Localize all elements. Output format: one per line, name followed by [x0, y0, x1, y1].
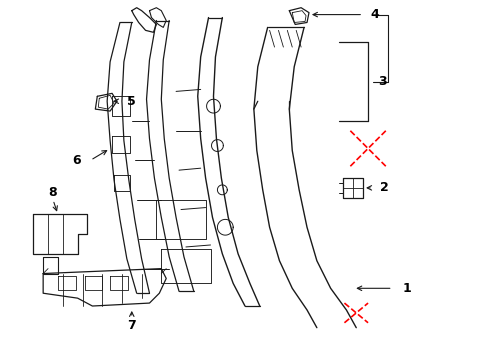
- Text: 6: 6: [72, 154, 81, 167]
- Text: 5: 5: [126, 95, 135, 108]
- Text: 4: 4: [369, 8, 378, 21]
- Text: 3: 3: [377, 75, 386, 88]
- Text: 2: 2: [379, 181, 388, 194]
- Text: 7: 7: [127, 319, 136, 332]
- Text: 8: 8: [49, 186, 57, 199]
- Text: 1: 1: [402, 282, 410, 295]
